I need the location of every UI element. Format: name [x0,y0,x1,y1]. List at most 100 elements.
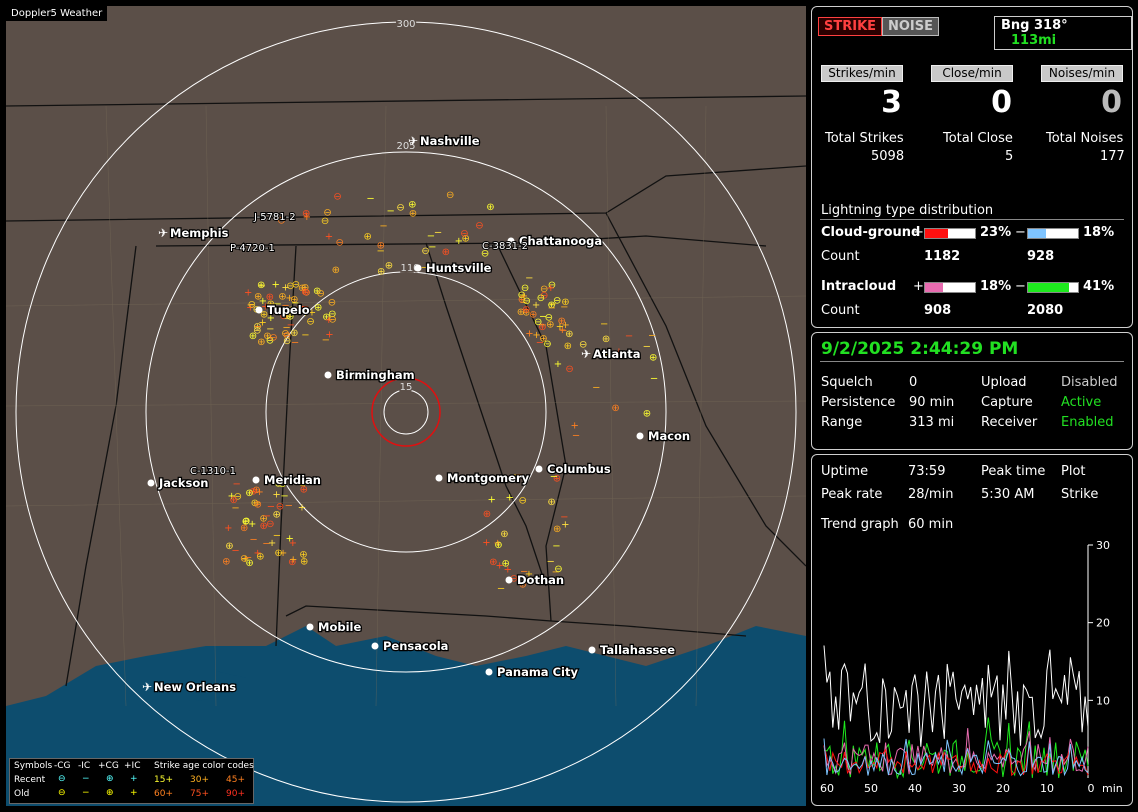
trend-graph: 30 20 10 60 50 40 30 20 10 0 min [820,539,1123,795]
city-dot [507,237,515,245]
city-label: Chattanooga [519,234,602,248]
x-tick-label: 60 [820,782,834,795]
ic-neg-bar [1027,282,1079,293]
strike-mark: − [552,541,560,552]
strike-mark: ⊖ [475,220,483,231]
strike-mark: − [650,373,658,384]
strike-mark: + [285,293,293,304]
strike-mark: ⊖ [292,279,300,290]
ic-pos-count: 908 [924,303,952,318]
bearing-value: Bng 318° [1001,18,1068,33]
strike-mark: ⊕ [249,331,257,342]
strike-mark: ⊕ [245,558,253,569]
setting-value: 90 min [909,395,955,410]
strike-mark: + [505,493,513,504]
map-canvas[interactable]: ⊕−−⊕⊖−⊕⊖⊕−−⊕+⊕+⊖⊖⊕−+⊖+⊖−⊖⊖+−⊕⊕⊖⊖⊕⊕−−⊖⊕+−… [6,6,806,806]
stats-panel: Uptime 73:59 Peak time Plot Peak rate 28… [811,454,1133,806]
setting-key: Range [821,415,863,430]
strike-mark: + [554,359,562,370]
strike-mark: − [273,299,281,310]
strike-button[interactable]: STRIKE [818,17,883,36]
cg-neg-bar [1027,228,1079,239]
strike-mark: − [550,472,558,483]
uptime-value: 73:59 [908,464,946,479]
strike-mark: ⊕ [240,523,248,534]
strike-mark: + [285,533,293,544]
strike-mark: ⊕ [249,486,257,497]
distribution-title: Lightning type distribution [821,203,994,218]
strike-mark: + [289,538,297,549]
city-label: New Orleans [154,680,236,694]
city-label: Jackson [158,476,208,490]
ic-neg-fill [1028,283,1069,292]
strike-mark: ⊖ [280,311,288,322]
city-dot [505,576,513,584]
strike-mark: ⊖ [283,330,291,341]
strike-mark: ⊕ [519,579,527,590]
strike-mark: ⊖ [302,287,310,298]
strike-mark: ⊕ [290,295,298,306]
uptime-label: Uptime [821,464,869,479]
strike-mark: − [282,308,290,319]
strike-mark: − [262,539,270,550]
close-per-min-value: 0 [991,85,1012,120]
strike-mark: ⊕ [377,240,385,251]
ic-neg-pct: 41% [1083,279,1115,294]
strike-mark: ⊖ [522,296,530,307]
setting-value-2: Disabled [1061,375,1118,390]
close-per-min-header: Close/min [931,65,1013,82]
strike-mark: ⊖ [234,491,242,502]
strike-mark: + [487,495,495,506]
airport-icon: ✈ [158,226,168,240]
strike-mark: ⊖ [579,340,587,351]
strike-mark: + [520,291,528,302]
noises-per-min-header: Noises/min [1041,65,1123,82]
city-dot [435,474,443,482]
strike-mark: + [561,320,569,331]
strike-mark: − [625,331,633,342]
close-range-ring [371,377,441,447]
strike-mark: + [482,537,490,548]
strike-mark: ⊖ [317,289,325,300]
strike-mark: − [287,320,295,331]
strike-mark: ⊖ [328,297,336,308]
strike-mark: ⊕ [254,291,262,302]
strike-mark: + [301,308,309,319]
strike-mark: ⊖ [277,216,285,227]
strike-mark: + [259,296,267,307]
radar-map[interactable]: ⊕−−⊕⊖−⊕⊖⊕−−⊕+⊕+⊖⊖⊕−+⊖+⊖−⊖⊖+−⊕⊕⊖⊖⊕⊕−−⊖⊕+−… [6,6,806,806]
strike-mark: − [548,299,556,310]
strike-mark: ⊖ [242,516,250,527]
strike-mark: ⊕ [649,352,657,363]
strike-mark: − [497,584,505,595]
ring-label: 205 [396,141,415,152]
strike-mark: − [266,324,274,335]
strike-mark: + [298,502,306,513]
strike-mark: ⊕ [245,488,253,499]
ic-neg-count: 2080 [1027,303,1064,318]
x-tick-label: 0 [1088,782,1095,795]
strike-mark: ⊕ [565,329,573,340]
strike-mark: − [515,469,523,480]
ic-plus-sign: + [913,279,924,294]
cg-pos-fill [925,229,948,238]
legend-recent: Recent [14,775,46,785]
distribution-divider [820,219,1124,220]
strike-mark: + [603,350,611,361]
noise-button[interactable]: NOISE [882,17,940,36]
city-dot [306,623,314,631]
sym-old-neg-ic-icon: − [82,788,90,798]
strike-mark: ⊕ [522,305,530,316]
strike-mark: ⊖ [248,299,256,310]
setting-key-2: Receiver [981,415,1038,430]
strike-mark: + [455,236,463,247]
plot-value[interactable]: Strike [1061,487,1099,502]
lake-pontchartrain [186,671,246,701]
symbol-legend: Symbols -CG -IC +CG +IC Strike age color… [9,758,254,804]
strike-mark: ⊕ [263,331,271,342]
strike-mark: + [532,330,540,341]
strike-mark: + [300,478,308,489]
strike-mark: − [258,281,266,292]
strike-mark: ⊕ [522,308,530,319]
sym-recent-neg-ic-icon: − [82,774,90,784]
